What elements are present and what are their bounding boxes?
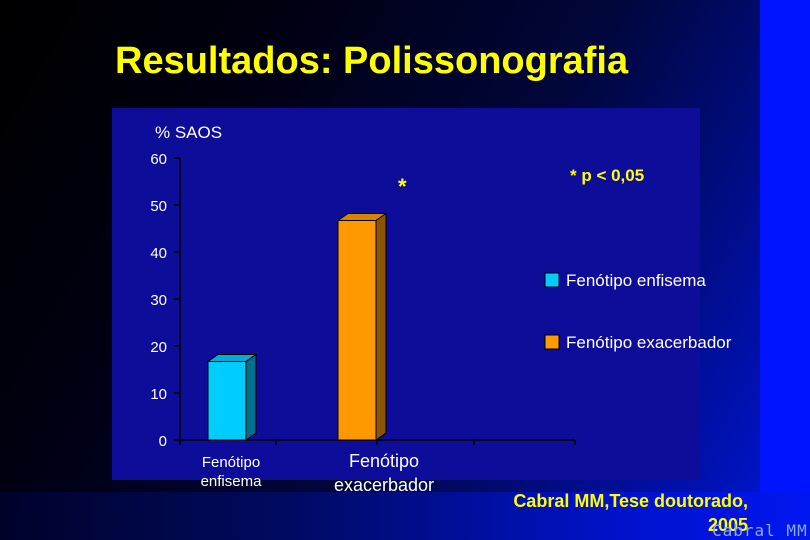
legend-label-1: Fenótipo exacerbador <box>566 333 732 352</box>
y-tick-label-50: 50 <box>150 198 167 215</box>
legend-swatch-0 <box>544 272 560 288</box>
citation-line-2: 2005 <box>707 515 748 535</box>
author-watermark: Cabral MM <box>712 521 808 540</box>
y-axis-title: % SAOS <box>155 123 222 142</box>
slide-accent-strip <box>760 0 810 540</box>
x-label-0-line-2: enfisema <box>201 473 263 490</box>
legend-item-0: Fenótipo enfisema <box>544 271 706 290</box>
y-tick-label-10: 10 <box>150 386 167 403</box>
p-value-annotation: * p < 0,05 <box>570 166 644 185</box>
y-tick-label-30: 30 <box>150 292 167 309</box>
bar-1 <box>336 212 388 441</box>
y-tick-label-60: 60 <box>150 151 167 168</box>
x-label-1-line-1: Fenótipo <box>349 451 419 471</box>
y-tick-label-0: 0 <box>159 433 167 450</box>
y-tick-label-20: 20 <box>150 339 167 356</box>
slide-bottom-band <box>0 492 810 540</box>
x-axis-labels: Fenótipo enfisema Fenótipo exacerbador <box>201 451 434 495</box>
bar-side-0 <box>245 353 257 441</box>
x-label-0-line-1: Fenótipo <box>202 454 260 471</box>
legend-item-1: Fenótipo exacerbador <box>544 333 732 352</box>
citation: Cabral MM,Tese doutorado, 2005 <box>486 489 748 537</box>
legend-label-0: Fenótipo enfisema <box>566 271 706 290</box>
y-tick-label-40: 40 <box>150 245 167 262</box>
bar-front-0 <box>207 361 247 441</box>
significance-marker: * <box>398 174 407 199</box>
citation-line-1: Cabral MM,Tese doutorado, <box>513 491 748 511</box>
legend-swatch-1 <box>544 334 560 350</box>
chart-legend: Fenótipo enfisema Fenótipo exacerbador <box>544 271 732 352</box>
bar-front-1 <box>337 220 377 441</box>
slide-title: Resultados: Polissonografia <box>115 40 629 82</box>
y-axis-ticks: 0 10 20 30 40 50 60 <box>150 151 180 450</box>
bar-side-1 <box>375 212 387 441</box>
bar-0 <box>206 353 258 441</box>
chart-bars <box>206 212 388 441</box>
x-label-1-line-2: exacerbador <box>334 475 434 495</box>
